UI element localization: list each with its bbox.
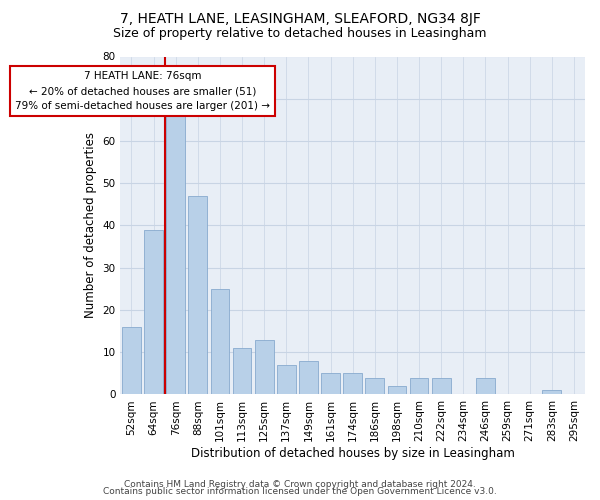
Text: Size of property relative to detached houses in Leasingham: Size of property relative to detached ho… [113, 28, 487, 40]
Bar [166, 116, 185, 394]
Bar [365, 378, 384, 394]
Bar [144, 230, 163, 394]
Y-axis label: Number of detached properties: Number of detached properties [84, 132, 97, 318]
Bar [476, 378, 495, 394]
Bar [542, 390, 561, 394]
Text: Contains public sector information licensed under the Open Government Licence v3: Contains public sector information licen… [103, 487, 497, 496]
Bar [410, 378, 428, 394]
Text: Contains HM Land Registry data © Crown copyright and database right 2024.: Contains HM Land Registry data © Crown c… [124, 480, 476, 489]
Bar [277, 365, 296, 394]
Bar [233, 348, 251, 395]
Text: 7 HEATH LANE: 76sqm
← 20% of detached houses are smaller (51)
79% of semi-detach: 7 HEATH LANE: 76sqm ← 20% of detached ho… [15, 72, 270, 111]
Bar [343, 374, 362, 394]
Bar [321, 374, 340, 394]
Bar [388, 386, 406, 394]
Bar [122, 327, 141, 394]
Text: 7, HEATH LANE, LEASINGHAM, SLEAFORD, NG34 8JF: 7, HEATH LANE, LEASINGHAM, SLEAFORD, NG3… [119, 12, 481, 26]
X-axis label: Distribution of detached houses by size in Leasingham: Distribution of detached houses by size … [191, 447, 515, 460]
Bar [188, 196, 207, 394]
Bar [211, 289, 229, 395]
Bar [255, 340, 274, 394]
Bar [432, 378, 451, 394]
Bar [299, 360, 318, 394]
